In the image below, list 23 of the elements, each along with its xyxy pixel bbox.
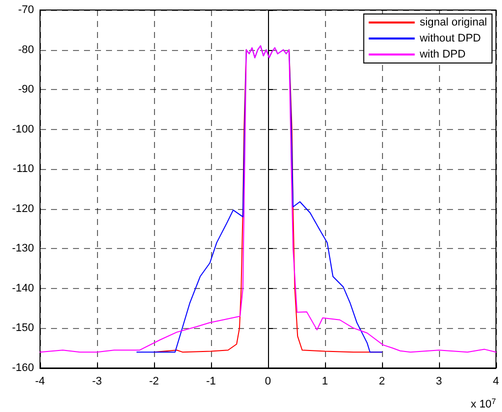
x-tick-label: 0 xyxy=(264,376,272,388)
y-tick-label: -70 xyxy=(18,4,34,16)
y-tick-label: -140 xyxy=(12,282,34,294)
x-tick-label: 4 xyxy=(492,376,500,388)
y-tick-label: -110 xyxy=(12,163,34,176)
x-tick-label: -2 xyxy=(149,376,159,388)
x-tick-label: 1 xyxy=(322,376,328,388)
line-series xyxy=(40,45,496,353)
x-tick-label: 3 xyxy=(436,376,442,388)
y-tick-label: -160 xyxy=(12,362,34,374)
x-tick-label: -4 xyxy=(35,376,45,388)
y-tick-label: -90 xyxy=(18,84,34,96)
y-tick-label: -130 xyxy=(12,242,34,255)
legend-label: without DPD xyxy=(418,32,481,44)
y-tick-label: -120 xyxy=(12,202,34,215)
x-tick-label: -3 xyxy=(92,376,102,388)
y-tick-label: -80 xyxy=(18,44,34,56)
x-tick-label: 2 xyxy=(378,376,386,388)
y-tick-label: -150 xyxy=(12,322,34,334)
x-tick-label: -1 xyxy=(206,376,216,388)
y-tick-label: -100 xyxy=(12,123,34,136)
legend-label: signal original xyxy=(420,16,488,28)
legend-label: with DPD xyxy=(418,48,466,60)
